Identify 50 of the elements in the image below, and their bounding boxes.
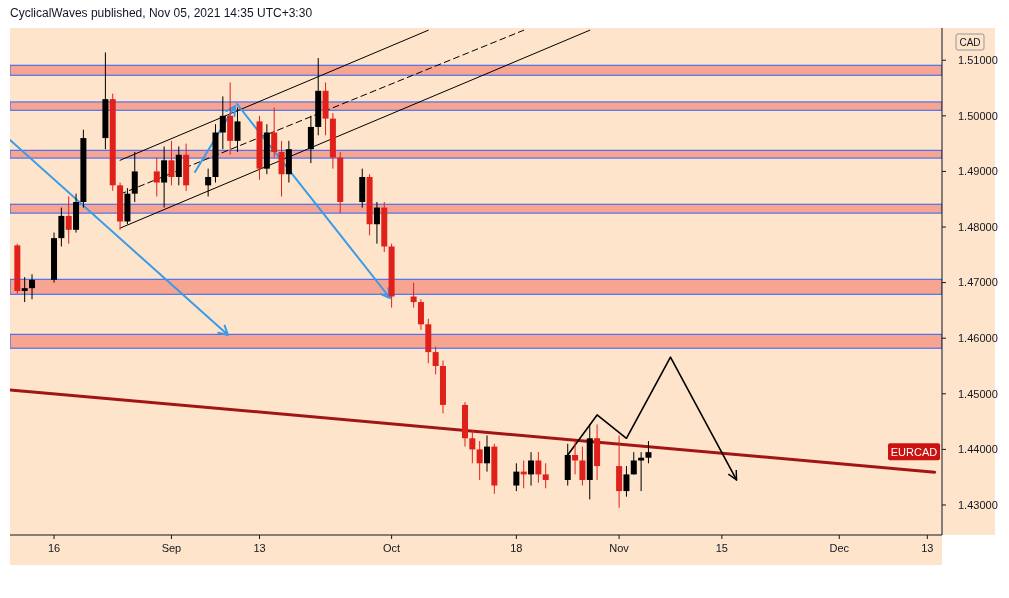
candlestick bbox=[65, 195, 72, 245]
candlestick bbox=[271, 107, 278, 159]
y-tick-label: 1.44000 bbox=[958, 443, 998, 456]
candlestick bbox=[476, 440, 483, 481]
y-tick-label: 1.49000 bbox=[958, 165, 998, 178]
x-tick-label: Sep bbox=[161, 542, 182, 554]
candlestick bbox=[278, 140, 285, 197]
candlestick bbox=[572, 440, 579, 475]
y-axis-title: CAD bbox=[959, 37, 981, 48]
candlestick bbox=[542, 462, 549, 489]
y-tick-label: 1.47000 bbox=[958, 276, 998, 289]
candlestick bbox=[153, 157, 160, 197]
chart-title: CyclicalWaves published, Nov 05, 2021 14:35 UTC+3:30 bbox=[10, 6, 313, 20]
x-tick-label: 13 bbox=[921, 542, 934, 554]
y-tick-label: 1.50000 bbox=[958, 109, 998, 122]
candlestick bbox=[513, 462, 520, 492]
x-tick-label: 13 bbox=[253, 542, 266, 554]
y-tick-label: 1.48000 bbox=[958, 220, 998, 233]
candlestick bbox=[638, 451, 645, 492]
annotation: EURCAD bbox=[890, 446, 938, 459]
y-tick-label: 1.51000 bbox=[958, 54, 998, 67]
candlestick bbox=[645, 440, 652, 464]
candlestick bbox=[219, 95, 226, 150]
x-tick-label: 18 bbox=[510, 542, 523, 554]
candlestick bbox=[21, 276, 28, 303]
x-tick-label: Oct bbox=[383, 542, 401, 554]
x-tick-label: 16 bbox=[47, 542, 61, 554]
y-tick-label: 1.43000 bbox=[958, 498, 998, 511]
candlestick bbox=[205, 168, 212, 197]
candlestick bbox=[307, 115, 314, 164]
candlestick bbox=[623, 465, 630, 498]
candlestick bbox=[175, 145, 182, 186]
candlestick bbox=[58, 207, 65, 247]
candlestick bbox=[373, 201, 380, 245]
y-tick-label: 1.46000 bbox=[958, 332, 998, 345]
candlestick bbox=[469, 429, 476, 464]
candlestick bbox=[168, 140, 175, 186]
candlestick bbox=[410, 282, 417, 309]
y-tick-label: 1.45000 bbox=[958, 387, 998, 400]
candlestick bbox=[432, 346, 439, 375]
candlestick bbox=[29, 273, 36, 300]
candlestick bbox=[417, 298, 424, 331]
candlestick bbox=[234, 107, 241, 153]
x-tick-label: Dec bbox=[829, 542, 850, 554]
x-tick-label: Nov bbox=[609, 542, 630, 554]
candlestick bbox=[579, 446, 586, 487]
candlestick bbox=[484, 434, 491, 473]
candlestick bbox=[535, 451, 542, 484]
x-tick-label: 15 bbox=[715, 542, 728, 554]
candlestick bbox=[528, 451, 535, 487]
